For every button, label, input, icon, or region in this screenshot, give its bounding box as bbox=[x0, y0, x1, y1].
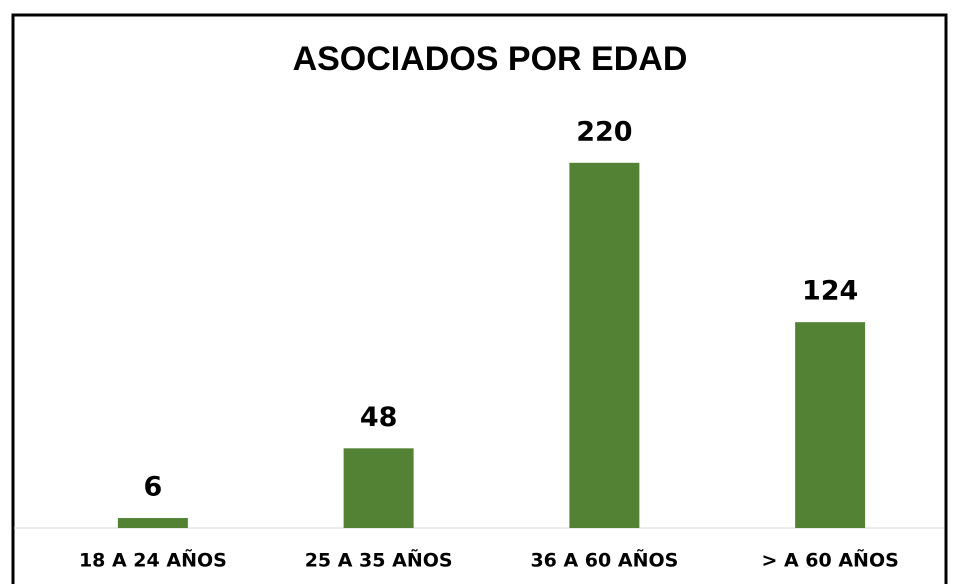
bar bbox=[343, 448, 414, 528]
bar bbox=[117, 518, 188, 528]
data-label: 220 bbox=[576, 116, 632, 147]
x-tick-label: 18 A 24 AÑOS bbox=[79, 548, 227, 572]
x-tick-label: > A 60 AÑOS bbox=[761, 548, 898, 572]
chart-title: ASOCIADOS POR EDAD bbox=[293, 40, 688, 78]
bar bbox=[795, 322, 866, 528]
data-label: 124 bbox=[802, 276, 858, 307]
x-tick-label: 25 A 35 AÑOS bbox=[305, 548, 453, 572]
bar bbox=[569, 162, 640, 529]
data-label: 6 bbox=[143, 472, 162, 503]
x-tick-label: 36 A 60 AÑOS bbox=[530, 548, 678, 572]
data-label: 48 bbox=[360, 402, 398, 433]
chart-border bbox=[11, 13, 948, 584]
